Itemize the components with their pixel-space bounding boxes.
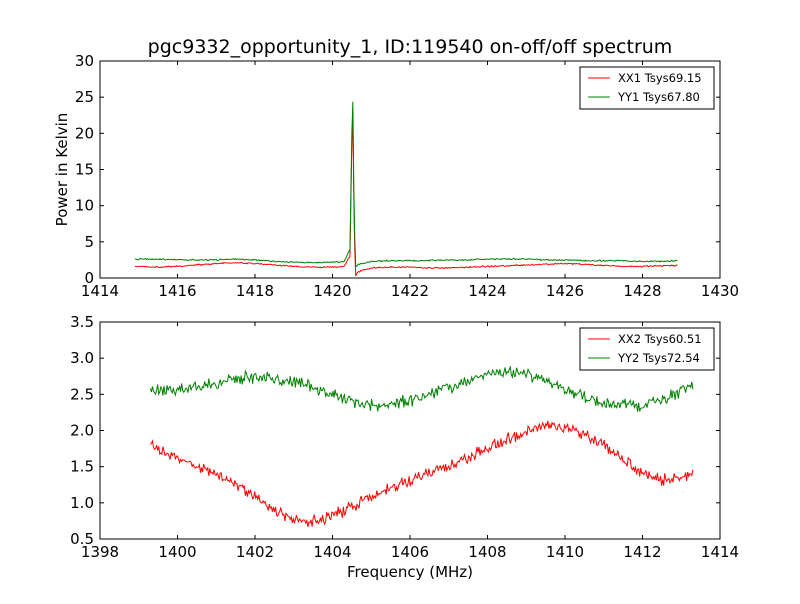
top-panel: 1414 1416 1418 1420 1422 1424 1426 1428 1430 0 5 10… bbox=[53, 52, 739, 300]
x-tick-label: 1402 bbox=[236, 543, 274, 561]
x-axis-label: Frequency (MHz) bbox=[347, 563, 473, 581]
x-tick-label: 1424 bbox=[468, 282, 506, 300]
x-tick-label: 1418 bbox=[236, 282, 274, 300]
y-tick-label: 20 bbox=[75, 124, 94, 142]
y-axis-label: Power in Kelvin bbox=[53, 113, 71, 227]
x-tick-label: 1414 bbox=[701, 543, 739, 561]
y-tick-label: 1.5 bbox=[70, 458, 94, 476]
y-tick-label: 5 bbox=[84, 233, 94, 251]
x-tick-label: 1410 bbox=[546, 543, 584, 561]
series-line-yy-panel-1 bbox=[134, 101, 678, 268]
x-tick-label: 1414 bbox=[81, 282, 119, 300]
y-tick-label: 0.5 bbox=[70, 530, 94, 548]
y-tick-label: 3.5 bbox=[70, 313, 94, 331]
chart-title: pgc9332_opportunity_1, ID:119540 on-off/… bbox=[148, 36, 673, 58]
x-tick-label: 1416 bbox=[158, 282, 196, 300]
y-tick-label: 1.0 bbox=[70, 494, 94, 512]
legend: XX1 Tsys69.15 YY1 Tsys67.80 bbox=[579, 66, 715, 110]
y-tick-label: 3.0 bbox=[70, 349, 94, 367]
series-line-xx-panel-2 bbox=[150, 420, 694, 527]
x-tick-label: 1430 bbox=[701, 282, 739, 300]
legend-label: YY2 Tsys72.54 bbox=[617, 351, 700, 365]
x-tick-label: 1412 bbox=[623, 543, 661, 561]
series-line-xx-panel-1 bbox=[134, 114, 678, 277]
x-tick-label: 1408 bbox=[468, 543, 506, 561]
legend-label: YY1 Tsys67.80 bbox=[617, 90, 700, 104]
x-tick-label: 1400 bbox=[158, 543, 196, 561]
y-tick-label: 15 bbox=[75, 161, 94, 179]
x-tick-label: 1398 bbox=[81, 543, 119, 561]
legend-box bbox=[579, 66, 715, 110]
y-tick-label: 0 bbox=[84, 269, 94, 287]
y-tick-label: 25 bbox=[75, 88, 94, 106]
y-tick-label: 30 bbox=[75, 52, 94, 70]
x-tick-label: 1422 bbox=[391, 282, 429, 300]
x-tick-label: 1406 bbox=[391, 543, 429, 561]
y-tick-label: 2.5 bbox=[70, 385, 94, 403]
series-line-yy-panel-2 bbox=[149, 365, 694, 412]
x-tick-label: 1428 bbox=[623, 282, 661, 300]
bottom-panel: 1398 1400 1402 1404 1406 1408 1410 1412 1414 0.5 1… bbox=[70, 313, 739, 581]
x-tick-label: 1426 bbox=[546, 282, 584, 300]
y-tick-label: 2.0 bbox=[70, 422, 94, 440]
y-tick-label: 10 bbox=[75, 197, 94, 215]
x-tick-label: 1420 bbox=[313, 282, 351, 300]
legend: XX2 Tsys60.51 YY2 Tsys72.54 bbox=[579, 327, 715, 371]
x-tick-label: 1404 bbox=[313, 543, 351, 561]
legend-label: XX1 Tsys69.15 bbox=[618, 71, 702, 85]
legend-label: XX2 Tsys60.51 bbox=[618, 332, 702, 346]
legend-box bbox=[579, 327, 715, 371]
